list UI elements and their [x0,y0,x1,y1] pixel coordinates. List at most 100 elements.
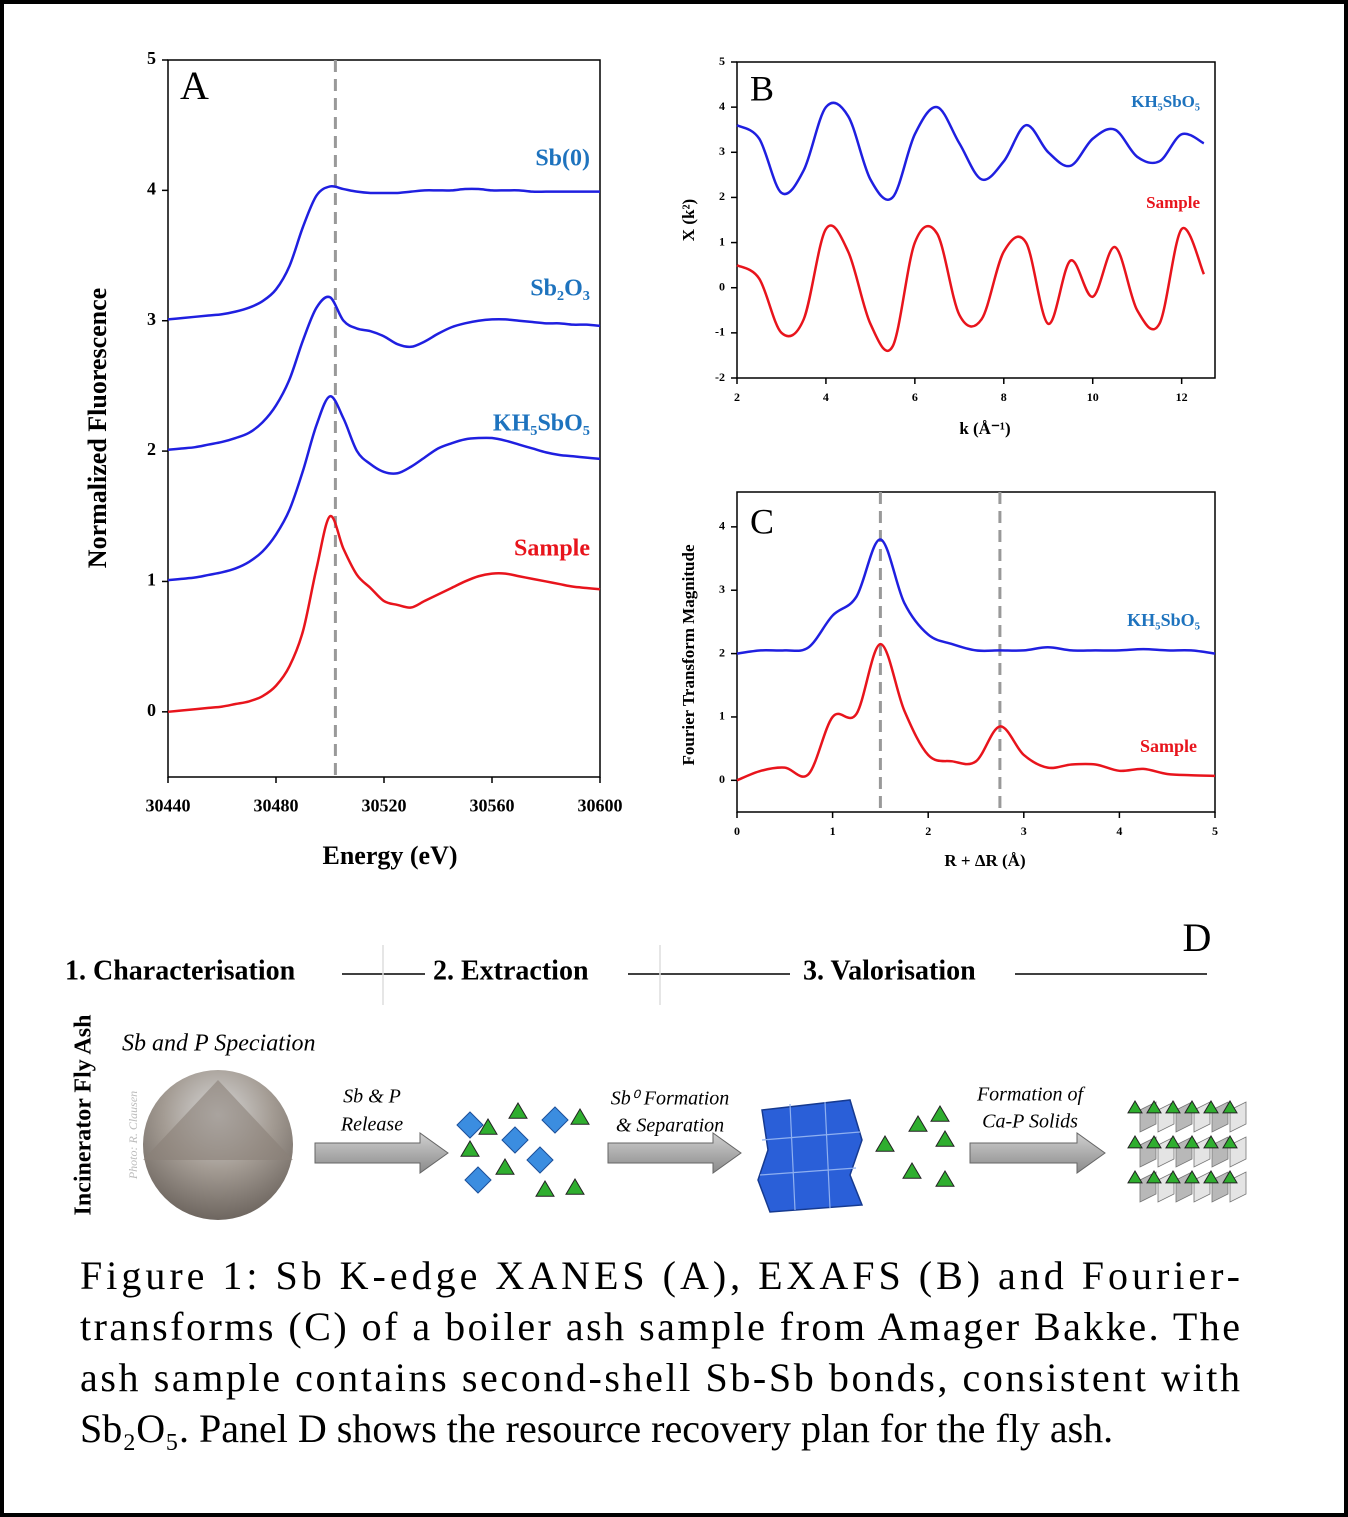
polyhedron [464,1166,492,1194]
caption-line: Sb₂O₅. Panel D shows the resource recove… [80,1406,1113,1451]
polyhedron [1222,1170,1238,1184]
ash-pile [143,1080,293,1160]
x-tick-label: 2 [734,390,740,404]
series-line [736,538,1216,655]
y-tick-label: 1 [719,709,725,723]
x-tick-label: 30440 [146,796,191,816]
series-label: KH₅SbO₅ [493,411,590,437]
chart: 0 1 2 3 4 0 1 2 3 4 5 KH₅SbO₅ Sample C R + ΔR (Å) Fouri… [679,491,1218,870]
polyhedron [1165,1100,1181,1114]
polyhedron [1203,1100,1219,1114]
y-tick-label: 1 [147,570,156,590]
polyhedron [1184,1100,1200,1114]
y-tick-label: 5 [147,48,156,68]
polyhedron [478,1118,498,1135]
y-tick-label: 4 [719,519,725,533]
series-line [167,515,601,714]
polyhedron [460,1140,480,1157]
polyhedron [570,1108,590,1125]
series-label: Sb(0) [535,146,590,172]
polyhedron [1203,1135,1219,1149]
polyhedron [508,1102,528,1119]
arrow-label: Release [340,1114,403,1136]
y-tick-label: 4 [147,178,156,198]
polyhedron [565,1178,585,1195]
y-tick-label: 5 [719,54,725,68]
y-tick-label: 0 [719,279,725,293]
y-tick-label: 3 [147,309,156,329]
x-axis-label: R + ΔR (Å) [944,851,1025,870]
polyhedron [902,1162,922,1179]
series-label: KH₅SbO₅ [1131,92,1200,111]
y-tick-label: 2 [719,189,725,203]
photo-credit: Photo: R. Clausen [126,1091,140,1180]
panel-letter: D [1183,915,1212,960]
y-tick-label: 1 [719,234,725,248]
speciation: Sb and P Speciation [122,1031,316,1057]
y-axis-label: Fourier Transform Magnitude [679,544,698,765]
y-tick-label: 4 [719,99,725,113]
polyhedron [935,1170,955,1187]
y-tick-label: -2 [715,370,725,384]
polyhedron [1127,1135,1143,1149]
x-tick-label: 4 [823,390,829,404]
y-tick-label: 2 [719,645,725,659]
polyhedron [495,1158,515,1175]
arrow [314,1132,449,1174]
series-line [736,101,1205,201]
y-tick-label: 3 [719,144,725,158]
x-tick-label: 3 [1021,824,1027,838]
plot-frame [736,61,1216,379]
series-line [167,295,601,452]
x-tick-label: 30480 [254,796,299,816]
polyhedron [875,1135,895,1152]
polyhedron [541,1106,569,1134]
panel-d: D 1. Characterisation 2. Extraction 3. V… [65,915,1247,1220]
x-tick-label: 30560 [470,796,515,816]
polyhedron [526,1146,554,1174]
polyhedron [1146,1170,1162,1184]
arrow [969,1132,1106,1174]
caption-line: transforms (C) of a boiler ash sample fr… [80,1304,1240,1349]
polyhedron [1222,1100,1238,1114]
polyhedron [1127,1170,1143,1184]
series-label: Sample [1140,736,1197,756]
y-axis-label: X (k²) [679,199,698,241]
panel-letter: A [180,63,209,108]
polyhedron [1127,1100,1143,1114]
polyhedron [535,1180,555,1197]
y-tick-label: 0 [147,700,156,720]
plot-frame [736,491,1216,813]
series-label: Sb₂O₃ [530,276,590,302]
x-tick-label: 8 [1001,390,1007,404]
series-line [167,395,601,582]
series-line [736,642,1216,782]
x-tick-label: 1 [830,824,836,838]
arrow-label: Formation of [976,1084,1086,1106]
arrow-label: Sb⁰ Formation [611,1088,730,1110]
x-tick-label: 30520 [362,796,407,816]
polyhedron [1146,1100,1162,1114]
polyhedron [1184,1170,1200,1184]
x-tick-label: 12 [1176,390,1188,404]
polyhedron [1203,1170,1219,1184]
series-line [736,224,1206,353]
x-tick-label: 0 [734,824,740,838]
polyhedron [501,1126,529,1154]
polyhedron [1222,1135,1238,1149]
x-tick-label: 6 [912,390,918,404]
blue-block [757,1099,864,1213]
x-tick-label: 4 [1116,824,1122,838]
x-axis-label: k (Å⁻¹) [959,419,1010,438]
polyhedron [930,1105,950,1122]
series-label: KH₅SbO₅ [1127,610,1200,630]
arrow-label: Ca-P Solids [982,1111,1078,1133]
panel-letter: C [750,501,774,541]
y-tick-label: 2 [147,439,156,459]
arrow-label: & Separation [616,1115,724,1137]
side-label: Incinerator Fly Ash [71,1015,97,1216]
step: 2. Extraction [433,955,589,986]
polyhedron [456,1111,484,1139]
